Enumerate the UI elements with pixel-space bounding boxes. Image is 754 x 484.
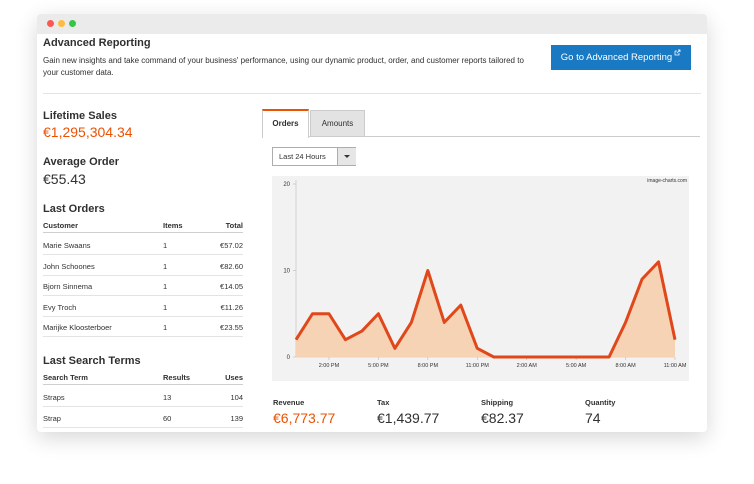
section-title: Advanced Reporting	[43, 37, 151, 49]
last-search-terms: Last Search Terms Search Term Results Uses S…	[37, 355, 257, 432]
total-label: Quantity	[585, 398, 616, 407]
x-tick-label: 8:00 AM	[615, 363, 636, 369]
column-header: Customer	[43, 221, 79, 230]
table-cell: €82.60	[220, 261, 243, 271]
table-cell: 1	[163, 302, 168, 312]
amounts-tab[interactable]: Amounts	[310, 110, 365, 137]
table-cell: Marijke Kloosterboer	[43, 323, 112, 332]
y-tick-label: 0	[287, 355, 291, 361]
column-header: Results	[163, 373, 191, 382]
total-value: €1,439.77	[377, 410, 440, 426]
table-cell: €14.05	[220, 282, 243, 291]
header-rule	[43, 384, 243, 385]
average-order-label: Average Order	[43, 156, 120, 168]
table-cell: Evy Troch	[43, 302, 77, 312]
table-cell: €23.55	[220, 323, 243, 332]
row-rule	[43, 295, 243, 296]
row-rule	[43, 406, 243, 407]
total-value: €6,773.77	[273, 410, 336, 426]
x-tick-label: 5:00 AM	[566, 363, 587, 369]
row-rule	[43, 315, 243, 317]
row-rule	[43, 336, 243, 337]
table-cell: Straps	[43, 393, 65, 402]
table-cell: Strap	[43, 413, 61, 423]
divider	[43, 93, 701, 94]
tab-rule	[262, 136, 700, 137]
column-header: Search Term	[43, 373, 88, 382]
x-tick-label: 5:00 PM	[368, 363, 389, 369]
table-title: Last Search Terms	[43, 355, 141, 367]
table-cell: 60	[163, 413, 172, 423]
table-cell: 1	[163, 261, 168, 271]
column-header: Total	[225, 221, 243, 230]
button-label: Go to Advanced Reporting	[560, 52, 673, 63]
table-cell: 13	[163, 393, 172, 402]
table-cell: Marie Swaans	[43, 241, 91, 250]
x-tick-label: 2:00 PM	[319, 363, 340, 369]
period-select[interactable]: Last 24 Hours	[272, 147, 356, 166]
table-cell: John Schoones	[43, 261, 95, 271]
x-tick-label: 8:00 PM	[418, 363, 439, 369]
orders-chart: image-charts.com 0 10 20 2:00 PM 5:00 PM 8:00 …	[272, 176, 689, 381]
table-cell: 1	[163, 241, 168, 250]
last-orders: Last Orders Customer Items Total Marie Swaan…	[37, 203, 257, 353]
area-line	[294, 260, 677, 359]
row-rule	[43, 254, 243, 255]
external-icon	[674, 49, 681, 56]
total-label: Revenue	[273, 398, 305, 407]
table-cell: €57.02	[220, 241, 243, 250]
row-rule	[43, 426, 243, 428]
average-order-value: €55.43	[43, 171, 86, 187]
minimize-dot[interactable]	[58, 20, 65, 27]
orders-tab[interactable]: Orders	[262, 109, 309, 138]
table-cell: 104	[230, 393, 243, 402]
column-header: Uses	[225, 373, 243, 382]
header-rule	[43, 232, 243, 233]
advanced-reporting-button[interactable]: Go to Advanced Reporting	[551, 45, 691, 70]
total-label: Tax	[377, 398, 390, 407]
total-label: Shipping	[481, 398, 514, 407]
table-cell: 139	[230, 413, 243, 423]
zoom-dot[interactable]	[69, 20, 76, 27]
area-fill	[296, 261, 675, 357]
table-cell: Bjorn Sinnema	[43, 282, 93, 291]
x-tick-label: 11:00 PM	[466, 363, 490, 369]
close-dot[interactable]	[47, 20, 54, 27]
total-value: 74	[585, 410, 601, 426]
description: Gain new insights and take command of yo…	[43, 56, 524, 77]
table-cell: 1	[163, 323, 168, 332]
x-tick-label: 2:00 AM	[517, 363, 538, 369]
period-label: Last 24 Hours	[279, 152, 326, 161]
column-header: Items	[163, 221, 183, 230]
total-value: €82.37	[481, 410, 524, 426]
y-tick-label: 10	[283, 269, 290, 275]
totals: Revenue €6,773.77 Tax €1,439.77 Shipping €82.…	[273, 398, 703, 432]
select-arrow	[337, 148, 356, 165]
table-cell: €11.26	[220, 302, 243, 312]
title-bar	[37, 14, 707, 34]
table-title: Last Orders	[43, 203, 105, 215]
x-tick-label: 11:00 AM	[664, 363, 687, 369]
lifetime-sales-label: Lifetime Sales	[43, 110, 117, 122]
row-rule	[43, 274, 243, 276]
watermark: image-charts.com	[647, 178, 687, 184]
browser-window: Advanced Reporting Gain new insights and…	[37, 14, 707, 432]
table-cell: 1	[163, 282, 168, 291]
lifetime-sales-value: €1,295,304.34	[43, 124, 133, 140]
y-tick-label: 20	[283, 182, 290, 188]
